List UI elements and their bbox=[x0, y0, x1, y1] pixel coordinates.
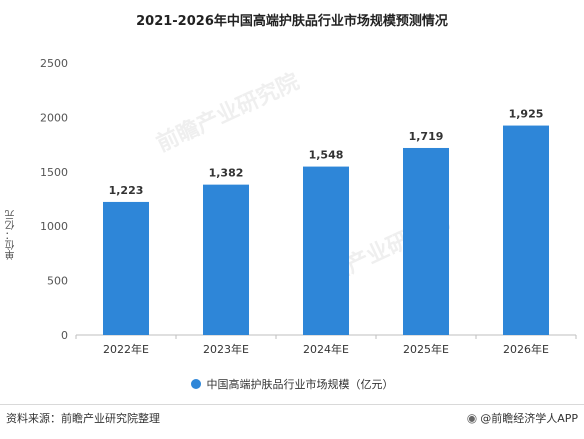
data-label: 1,223 bbox=[109, 184, 144, 197]
brand-credit: ◉ @前瞻经济学人APP bbox=[467, 410, 578, 426]
x-tick-label: 2026年E bbox=[503, 342, 549, 356]
data-label: 1,382 bbox=[209, 167, 244, 180]
x-tick-label: 2024年E bbox=[303, 342, 349, 356]
bar bbox=[203, 184, 249, 335]
data-label: 1,925 bbox=[509, 108, 544, 121]
legend-label: 中国高端护肤品行业市场规模（亿元） bbox=[206, 378, 394, 391]
legend: 中国高端护肤品行业市场规模（亿元） bbox=[0, 376, 584, 392]
weibo-icon: ◉ bbox=[466, 411, 478, 425]
y-tick-label: 500 bbox=[47, 275, 68, 288]
data-label: 1,548 bbox=[309, 149, 344, 162]
chart-title: 2021-2026年中国高端护肤品行业市场规模预测情况 bbox=[136, 14, 448, 29]
y-tick-label: 2500 bbox=[40, 57, 68, 70]
y-tick-label: 1000 bbox=[40, 220, 68, 233]
source-note: 资料来源：前瞻产业研究院整理 bbox=[6, 412, 160, 425]
bar bbox=[103, 201, 149, 335]
bar bbox=[403, 147, 449, 335]
y-tick-label: 0 bbox=[61, 329, 68, 342]
brand-text: @前瞻经济学人APP bbox=[480, 412, 578, 425]
data-label: 1,719 bbox=[409, 130, 444, 143]
legend-marker bbox=[190, 379, 201, 389]
x-tick-label: 2025年E bbox=[403, 342, 449, 356]
bar bbox=[503, 125, 549, 335]
x-tick-label: 2023年E bbox=[203, 342, 249, 356]
bar-chart: 0 500 1000 1500 2000 2500 1,223 2022年E 1,382 2023… bbox=[40, 57, 577, 356]
bar bbox=[303, 166, 349, 335]
y-tick-label: 1500 bbox=[40, 166, 68, 179]
y-tick-label: 2000 bbox=[40, 111, 68, 124]
footer-divider bbox=[0, 404, 584, 405]
x-tick-label: 2022年E bbox=[103, 342, 149, 356]
